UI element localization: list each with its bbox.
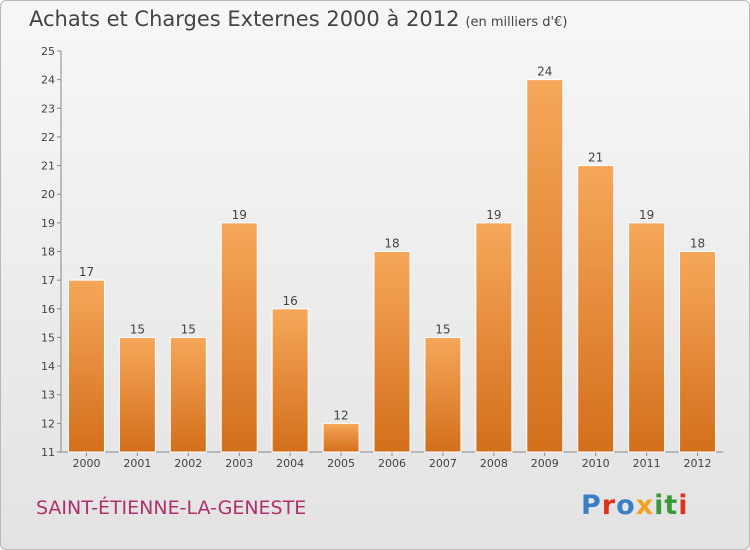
- y-tick-label: 16: [41, 303, 55, 316]
- bar: [271, 308, 309, 453]
- logo-letter: i: [654, 490, 665, 521]
- x-tick-label: 2003: [225, 457, 253, 470]
- x-tick-label: 2010: [582, 457, 610, 470]
- x-tick-label: 2008: [480, 457, 508, 470]
- data-label: 12: [333, 408, 348, 422]
- data-label: 18: [384, 237, 399, 251]
- x-tick-label: 2011: [633, 457, 661, 470]
- x-tick-label: 2002: [174, 457, 202, 470]
- y-tick-label: 19: [41, 217, 55, 230]
- y-tick-label: 11: [41, 446, 55, 459]
- x-tick-label: 2001: [123, 457, 151, 470]
- x-tick-label: 2009: [531, 457, 559, 470]
- labels: 11 12 13 14 15 16 17 18 19 20 21 22 23 24 25 17 2000 15 20…: [41, 45, 712, 470]
- bar: [526, 79, 564, 453]
- proxiti-logo: Proxiti: [581, 490, 689, 521]
- data-label: 15: [435, 322, 450, 336]
- y-tick-label: 17: [41, 274, 55, 287]
- y-tick-label: 18: [41, 246, 55, 259]
- data-label: 16: [283, 294, 298, 308]
- y-tick-label: 22: [41, 131, 55, 144]
- y-tick-label: 13: [41, 389, 55, 402]
- logo-letter: i: [678, 490, 689, 521]
- data-label: 21: [588, 151, 603, 165]
- x-tick-label: 2005: [327, 457, 355, 470]
- data-label: 19: [232, 208, 247, 222]
- bar: [628, 222, 666, 453]
- bar: [424, 336, 462, 453]
- data-label: 17: [79, 265, 94, 279]
- data-label: 15: [181, 322, 196, 336]
- bar: [220, 222, 258, 453]
- y-tick-label: 23: [41, 102, 55, 115]
- logo-letter: r: [601, 490, 617, 521]
- logo-letter: x: [635, 490, 655, 521]
- x-tick-label: 2006: [378, 457, 406, 470]
- chart-subtitle: (en milliers d'€): [465, 15, 568, 30]
- x-tick-label: 2000: [72, 457, 100, 470]
- x-tick-label: 2007: [429, 457, 457, 470]
- data-label: 19: [639, 208, 654, 222]
- data-label: 19: [486, 208, 501, 222]
- data-label: 15: [130, 322, 145, 336]
- y-tick-label: 24: [41, 74, 55, 87]
- bar: [679, 251, 717, 453]
- bar: [577, 165, 615, 453]
- bar: [475, 222, 513, 453]
- y-tick-label: 15: [41, 331, 55, 344]
- bar: [169, 336, 207, 453]
- bar: [373, 251, 411, 453]
- logo-letter: o: [616, 490, 636, 521]
- bar: [118, 336, 156, 453]
- y-tick-label: 21: [41, 160, 55, 173]
- y-tick-label: 20: [41, 188, 55, 201]
- logo-letter: P: [581, 490, 602, 521]
- y-tick-label: 12: [41, 417, 55, 430]
- logo-letter: t: [664, 490, 679, 521]
- bar: [322, 422, 360, 453]
- x-tick-label: 2004: [276, 457, 304, 470]
- data-label: 18: [690, 237, 705, 251]
- y-tick-label: 14: [41, 360, 55, 373]
- y-tick-label: 25: [41, 45, 55, 58]
- bar: [67, 279, 105, 453]
- city-name: SAINT-ÉTIENNE-LA-GENESTE: [36, 497, 307, 519]
- bars: [67, 79, 717, 453]
- x-tick-label: 2012: [684, 457, 712, 470]
- data-label: 24: [537, 65, 552, 79]
- chart-title: Achats et Charges Externes 2000 à 2012 (e…: [29, 7, 568, 31]
